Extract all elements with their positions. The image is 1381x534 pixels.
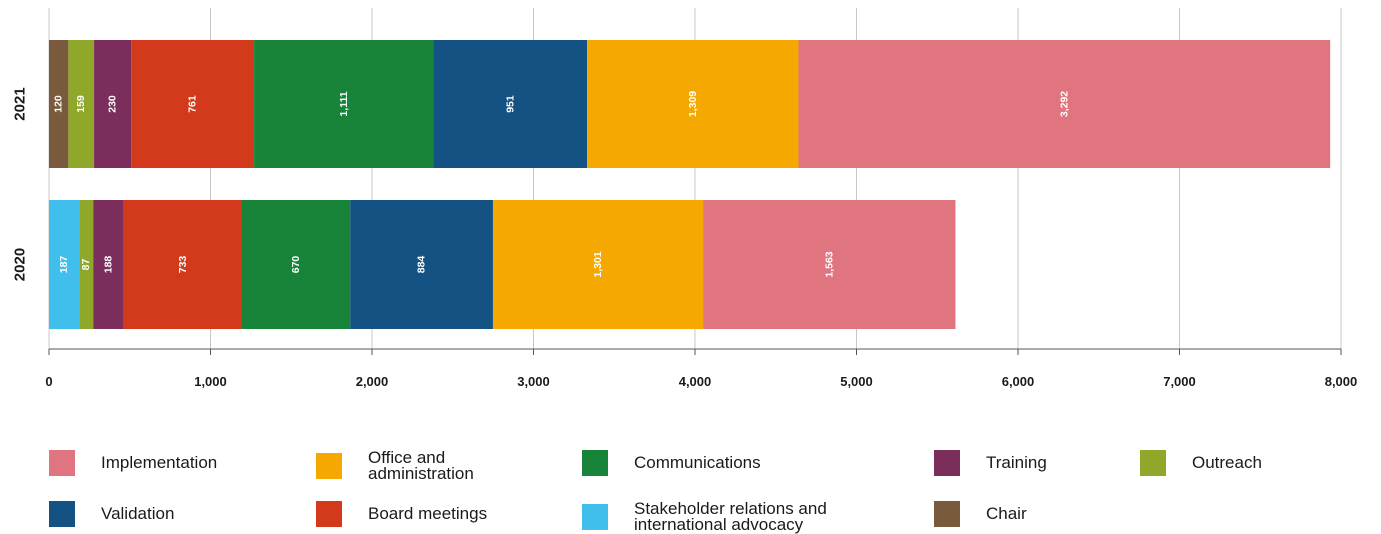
legend-label: Validation — [101, 504, 175, 523]
x-tick-label: 8,000 — [1325, 374, 1358, 389]
data-label: 187 — [58, 256, 70, 274]
bar-segment — [68, 40, 95, 168]
legend-swatch — [49, 450, 75, 476]
legend-label: Implementation — [101, 453, 218, 472]
data-label: 1,111 — [338, 91, 350, 116]
data-label: 884 — [416, 256, 428, 274]
legend-item: Board meetings — [316, 501, 487, 527]
legend-swatch — [934, 501, 960, 527]
x-tick-label: 4,000 — [679, 374, 712, 389]
category-label: 2020 — [12, 248, 29, 281]
bar-segment — [49, 40, 69, 168]
bar-segment — [798, 40, 1331, 168]
x-tick-label: 2,000 — [356, 374, 389, 389]
x-tick-label: 7,000 — [1163, 374, 1196, 389]
legend-label: Outreach — [1192, 453, 1262, 472]
legend-swatch — [49, 501, 75, 527]
legend-item: Stakeholder relations and international … — [582, 499, 884, 534]
x-tick-label: 6,000 — [1002, 374, 1035, 389]
bar-segment — [254, 40, 434, 168]
legend-swatch — [582, 504, 608, 530]
data-label: 87 — [80, 259, 92, 271]
bar-segment — [93, 200, 124, 329]
legend-label: Chair — [986, 504, 1027, 523]
bar-segment — [123, 200, 242, 329]
x-tick-label: 3,000 — [517, 374, 550, 389]
legend-swatch — [1140, 450, 1166, 476]
data-label: 120 — [53, 95, 65, 113]
legend-item: Office and administration — [316, 448, 508, 483]
legend-label: Communications — [634, 453, 761, 472]
bar-segment — [49, 200, 80, 329]
x-tick-label: 0 — [45, 374, 52, 389]
bar-segment — [241, 200, 351, 329]
data-label: 159 — [75, 95, 87, 113]
bar-segment — [350, 200, 493, 329]
bar-segment — [703, 200, 956, 329]
x-tick-label: 5,000 — [840, 374, 873, 389]
bar-segment — [492, 200, 704, 329]
legend-item: Chair — [934, 501, 1027, 527]
legend-label: Board meetings — [368, 504, 488, 523]
data-label: 3,292 — [1058, 91, 1070, 117]
bars: 120 159 230 761 1,111 951 1,309 3,292 187 87 188 73… — [49, 40, 1331, 329]
bar-segment — [131, 40, 255, 168]
legend-item: Communications — [582, 450, 761, 476]
legend-label: Stakeholder relations and international … — [634, 499, 827, 534]
bar-segment — [587, 40, 799, 168]
data-label: 761 — [187, 95, 199, 113]
legend-swatch — [934, 450, 960, 476]
data-label: 733 — [177, 256, 189, 274]
bar-segment — [94, 40, 132, 168]
data-label: 951 — [504, 95, 516, 113]
legend-item: Implementation — [49, 450, 217, 476]
stacked-bar-chart: 120 159 230 761 1,111 951 1,309 3,292 187 87 188 73… — [12, 8, 1358, 389]
legend-item: Validation — [49, 501, 174, 527]
data-label: 1,309 — [687, 91, 699, 117]
data-label: 1,301 — [592, 251, 604, 277]
legend: Implementation Office and administration C… — [0, 440, 1381, 533]
legend-label: Office and administration — [368, 448, 474, 483]
legend-item: Training — [934, 450, 1047, 476]
legend-swatch — [582, 450, 608, 476]
legend-item: Outreach — [1140, 450, 1262, 476]
bar-segment — [433, 40, 588, 168]
data-label: 230 — [107, 95, 119, 113]
data-label: 188 — [102, 256, 114, 274]
legend-swatch — [316, 453, 342, 479]
axes: 0 1,000 2,000 3,000 4,000 5,000 6,000 7,000 8,00… — [12, 87, 1358, 389]
legend-label: Training — [986, 453, 1047, 472]
legend-swatch — [316, 501, 342, 527]
category-label: 2021 — [12, 87, 29, 120]
x-tick-label: 1,000 — [194, 374, 227, 389]
data-label: 1,563 — [823, 251, 835, 277]
bar-segment — [79, 200, 94, 329]
data-label: 670 — [290, 256, 302, 274]
